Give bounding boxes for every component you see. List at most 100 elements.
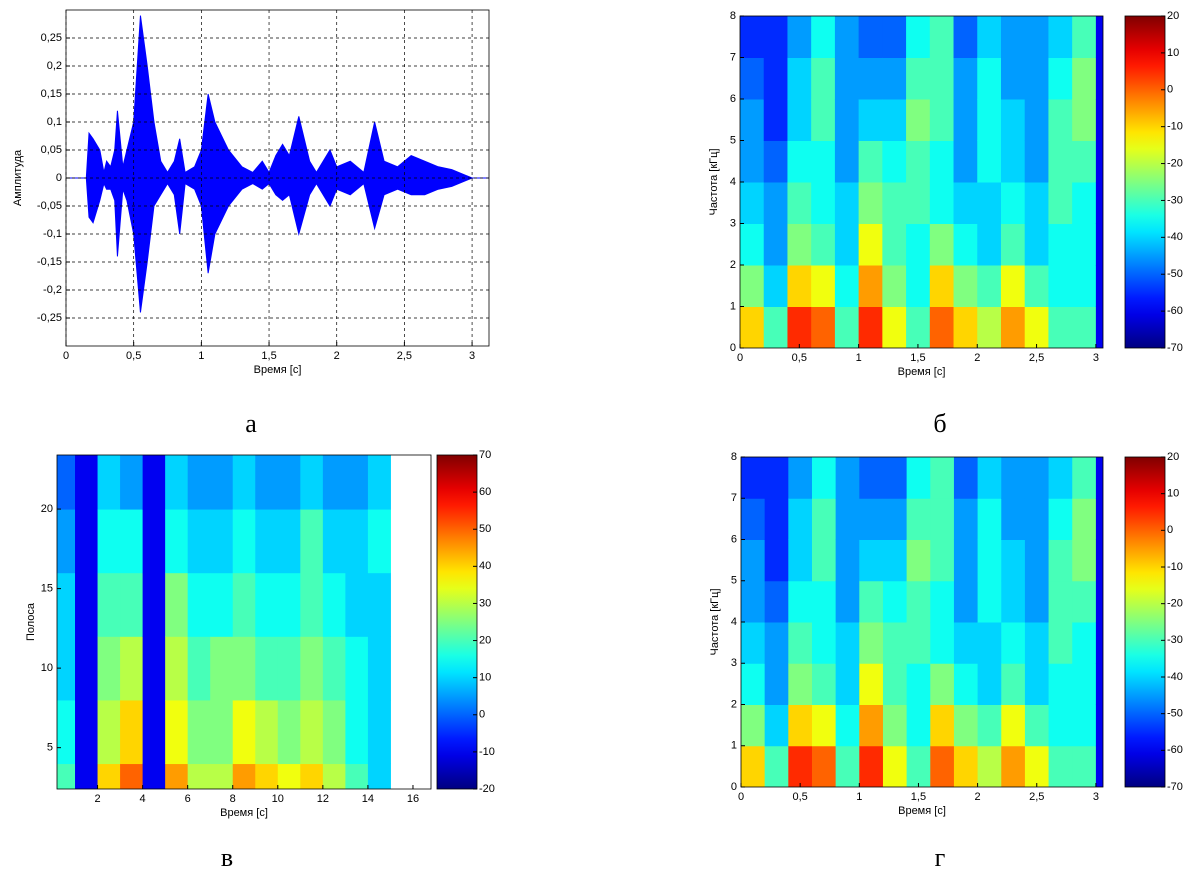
heat-cell	[835, 745, 860, 787]
heat-cell	[1048, 265, 1073, 307]
heat-cell	[165, 763, 189, 789]
heat-cell	[1095, 140, 1103, 183]
y-tick-label: 2	[730, 259, 736, 271]
heat-cell	[953, 498, 979, 540]
heat-cell	[1024, 745, 1050, 787]
heat-cell	[740, 16, 765, 58]
heat-cell	[142, 763, 166, 789]
heat-cell	[1000, 223, 1026, 266]
y-tick-label: 0,25	[41, 32, 62, 44]
heat-cell	[788, 580, 813, 623]
heat-cell	[953, 57, 978, 100]
heat-cell	[1072, 182, 1097, 224]
heat-cell	[75, 636, 99, 701]
heat-cell	[834, 265, 860, 307]
heat-cell	[1048, 140, 1073, 183]
heat-cell	[232, 572, 256, 637]
heat-cell	[300, 699, 324, 765]
colorbar-tick-label: 0	[1167, 84, 1173, 96]
heat-cell	[859, 457, 884, 499]
heat-cell	[120, 572, 144, 637]
heat-cell	[1000, 306, 1026, 348]
heat-cell	[882, 182, 907, 224]
heat-cell	[763, 265, 788, 307]
colorbar-tick-label: 40	[479, 560, 491, 572]
heat-cell	[859, 498, 884, 540]
heat-cell	[858, 57, 883, 100]
heat-cell	[906, 745, 931, 787]
heat-cell	[57, 509, 76, 574]
heat-cell	[977, 704, 1002, 747]
colorbar-tick-label: 20	[1167, 10, 1179, 22]
heat-cell	[345, 699, 369, 765]
heat-cell	[210, 509, 234, 574]
x-tick-label: 1	[856, 352, 862, 364]
heat-cell	[1001, 745, 1026, 787]
heat-cell	[322, 636, 346, 701]
x-tick-label: 1,5	[910, 352, 925, 364]
colorbar-tick-label: -60	[1167, 305, 1183, 317]
y-tick-label: 3	[730, 217, 736, 229]
heat-cell	[187, 509, 211, 574]
heat-cell	[882, 580, 908, 623]
heat-cell	[1048, 498, 1073, 540]
heat-cell	[1024, 498, 1050, 540]
x-tick-label: 2	[334, 350, 340, 362]
y-tick-label: 6	[730, 93, 736, 105]
heat-cell	[929, 99, 955, 141]
heat-cell	[187, 572, 211, 637]
heat-cell	[787, 223, 812, 266]
heat-cell	[165, 636, 189, 701]
heat-cell	[1095, 223, 1103, 266]
heat-cell	[858, 306, 883, 348]
heat-cell	[930, 539, 955, 582]
heat-cell	[930, 580, 955, 623]
colorbar-tick-label: 20	[479, 634, 491, 646]
heat-cell	[811, 498, 837, 540]
heat-cell	[1024, 182, 1049, 224]
heat-cell	[75, 572, 99, 637]
heat-cell	[906, 457, 931, 499]
heat-cell	[1024, 457, 1050, 499]
heat-cell	[930, 457, 955, 499]
heat-cell	[930, 622, 955, 664]
heat-cell	[859, 622, 884, 664]
y-tick-label: 20	[41, 503, 53, 515]
heat-cell	[1095, 57, 1103, 100]
heat-cell	[859, 704, 884, 747]
heat-cell	[764, 580, 789, 623]
heat-cell	[882, 498, 908, 540]
heat-cell	[97, 699, 121, 765]
heat-cell	[1048, 622, 1073, 664]
heat-cell	[835, 539, 860, 582]
colorbar-tick-label: -10	[1167, 121, 1183, 133]
heat-cell	[859, 539, 884, 582]
heat-cell	[811, 704, 837, 747]
heat-cell	[210, 636, 234, 701]
heat-cell	[1095, 622, 1103, 664]
heat-cell	[977, 265, 1002, 307]
heat-cell	[906, 57, 931, 100]
heat-cell	[977, 539, 1002, 582]
heat-cell	[859, 580, 884, 623]
heat-cell	[953, 99, 978, 141]
heat-cell	[764, 622, 789, 664]
heat-cell	[741, 663, 766, 705]
heat-cell	[882, 265, 907, 307]
heat-cell	[142, 455, 166, 510]
heat-cell	[953, 580, 979, 623]
heat-cell	[1072, 140, 1097, 183]
y-tick-label: -0,05	[37, 200, 62, 212]
x-tick-label: 1,5	[911, 791, 926, 803]
plot-area	[740, 16, 1103, 348]
colorbar-tick-label: 0	[479, 709, 485, 721]
heat-cell	[882, 16, 907, 58]
heat-cell	[977, 16, 1002, 58]
heat-cell	[300, 455, 324, 510]
heat-cell	[835, 622, 860, 664]
heat-cell	[835, 663, 860, 705]
heat-cell	[953, 745, 979, 787]
y-tick-label: 1	[731, 740, 737, 752]
heat-cell	[811, 663, 837, 705]
